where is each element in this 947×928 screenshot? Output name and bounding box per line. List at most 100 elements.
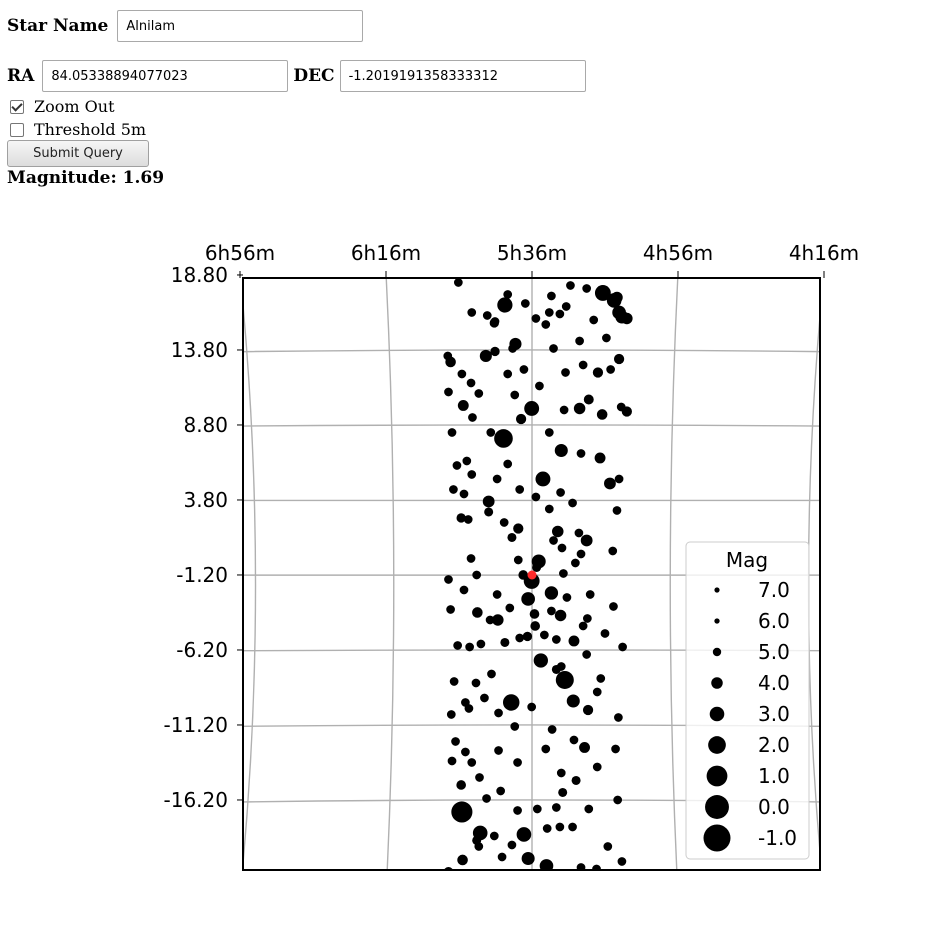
star-point [524,401,540,416]
star-point [539,859,554,870]
star-point [566,281,575,290]
ra-input[interactable] [42,60,289,92]
star-point [476,639,486,649]
star-point [614,713,623,722]
star-point [568,635,580,647]
threshold-checkbox[interactable] [10,122,24,137]
submit-query-button[interactable]: Submit Query [7,140,149,167]
star-point [568,498,577,508]
star-point [515,485,525,494]
legend-marker [708,736,726,754]
star-point [547,606,556,616]
y-tick-label: 18.80 [171,263,228,287]
star-point [503,369,513,379]
star-point [457,400,469,411]
magnitude-readout: Magnitude: 1.69 [7,168,165,188]
star-point [490,317,500,326]
star-point [447,428,457,437]
star-point [609,602,618,611]
star-point [618,642,627,652]
legend-label: 3.0 [758,702,790,726]
star-point [589,315,599,325]
star-point [561,368,570,377]
star-point [604,477,616,490]
star-point [535,381,544,391]
dec-label: DEC [293,66,335,86]
star-point [516,827,532,842]
dec-input[interactable] [339,60,586,92]
star-point [444,387,453,397]
star-point [556,488,565,497]
star-point [479,349,492,363]
star-point [530,621,541,631]
star-point [503,290,513,299]
star-point [602,333,611,343]
star-point [531,314,541,323]
star-point [544,504,554,514]
star-point [492,474,502,484]
star-point [554,609,567,622]
star-point [513,806,522,815]
star-point [555,309,565,319]
star-point [583,614,592,623]
y-tick-label: -6.20 [176,638,228,662]
star-name-input[interactable] [117,10,364,42]
star-point [446,605,455,614]
legend-title: Mag [726,548,768,572]
x-tick-label: 4h56m [643,241,713,265]
star-point [449,677,459,686]
y-tick-label: 13.80 [171,338,228,362]
star-point [549,536,558,545]
star-point [518,570,529,580]
star-point [584,804,594,814]
star-point [466,378,476,388]
star-point [576,549,586,559]
zoom-out-label: Zoom Out [34,97,115,116]
star-point [453,278,463,287]
star-point [533,653,548,668]
star-point [541,744,551,754]
star-point [575,336,584,346]
star-point [612,506,622,515]
star-point [522,631,533,642]
star-point [559,405,569,415]
star-point [519,365,529,374]
star-point [459,489,469,499]
zoom-out-checkbox[interactable] [10,99,24,114]
chart-axes: 18.80 13.80 8.80 3.80 -1.20 -6.20 -11.20 -16.20… [164,241,860,812]
ra-grid-line [669,278,679,870]
legend-label: 1.0 [758,764,790,788]
star-name-label: Star Name [7,16,109,36]
threshold-label: Threshold 5m [34,120,147,139]
star-point [502,694,520,711]
star-point [578,360,588,370]
star-point [482,794,491,803]
star-point [592,762,602,772]
y-tick-label: 3.80 [183,488,228,512]
star-point [592,367,604,378]
legend-marker [705,795,729,819]
star-point [461,747,470,757]
star-point [621,312,633,325]
star-point [451,801,473,823]
star-point [513,555,523,565]
star-point [485,615,495,625]
star-point [459,585,469,595]
legend-marker [706,765,728,787]
star-point [594,285,611,301]
star-point [535,471,551,487]
star-point [569,735,579,745]
star-point [603,842,613,851]
star-point [521,851,535,865]
star-point [596,409,608,420]
star-point [480,693,489,703]
star-point [558,787,568,797]
star-point [443,866,454,870]
star-point [443,351,453,361]
star-point [592,687,602,697]
star-point [556,662,566,671]
star-point [467,758,477,767]
legend-marker [714,618,720,624]
ra-grid-line [807,308,820,861]
chart-stars [443,278,633,870]
